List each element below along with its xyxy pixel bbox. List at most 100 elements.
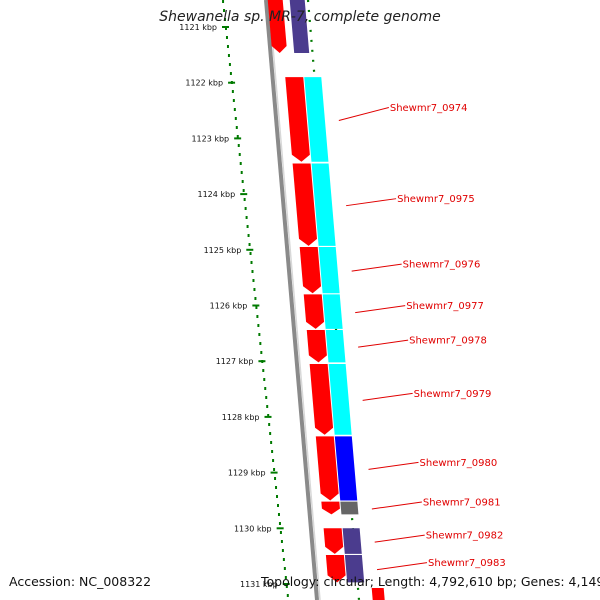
scale-dot [223, 9, 226, 12]
scale-dot [226, 45, 229, 48]
scale-dot [260, 351, 263, 354]
cog-band [342, 528, 362, 554]
scale-dot [233, 108, 236, 111]
scale-tick-label: 1130 kbp [234, 524, 272, 533]
map-title: Shewanella sp. MR-7, complete genome [159, 9, 441, 25]
scale-dot [274, 477, 277, 480]
scale-tick-label: 1121 kbp [179, 23, 217, 32]
gene-label: Shewmr7_0974 [390, 103, 468, 114]
cog-band [311, 163, 336, 246]
scale-dot [253, 288, 256, 291]
cds-arrow [323, 528, 344, 554]
scale-dot [251, 270, 254, 273]
scale-dot [247, 234, 250, 237]
cog-band [334, 436, 358, 501]
scale-dot [245, 216, 248, 219]
cds-partial-bottom [371, 588, 385, 600]
scale-dot [234, 117, 237, 120]
cds-arrow [306, 330, 327, 363]
scale-dot [270, 441, 273, 444]
cog-band [328, 363, 352, 435]
scale-dot [271, 450, 274, 453]
scale-dot [282, 558, 285, 561]
scale-tick-label: 1131 kbp [240, 580, 278, 589]
cog-band [344, 555, 365, 583]
gene-leader-line [368, 461, 419, 470]
scale-dot [263, 378, 266, 381]
gene-label: Shewmr7_0980 [420, 458, 498, 469]
scale-dot [264, 387, 267, 390]
gene-leader-line [355, 305, 406, 314]
gene-leader-line [346, 198, 397, 207]
cds-arrow-partial-top [267, 0, 287, 53]
scale-dot [231, 90, 234, 93]
gene-label: Shewmr7_0979 [414, 389, 492, 400]
scale-dot [261, 360, 264, 363]
scale-dot [259, 342, 262, 345]
scale-tick-label: 1122 kbp [185, 79, 223, 88]
scale-dot [286, 594, 289, 597]
gene-label: Shewmr7_0983 [428, 558, 506, 569]
scale-dot [242, 189, 245, 192]
scale-dot [230, 81, 233, 84]
scale-tick-label: 1127 kbp [216, 357, 254, 366]
cog-band [318, 247, 340, 294]
scale-dot [246, 225, 249, 228]
gene-label: Shewmr7_0977 [406, 301, 484, 312]
scale-dot [277, 513, 280, 516]
scale-dot [229, 72, 232, 75]
cds-arrow [303, 294, 325, 329]
cds-arrow [309, 363, 334, 435]
scale-dot [238, 153, 241, 156]
cds-arrow [299, 247, 322, 294]
scale-tick-label: 1126 kbp [210, 302, 248, 311]
cds-arrow [321, 501, 340, 515]
cds-arrow [315, 436, 339, 501]
scale-dot [273, 468, 276, 471]
scale-dot [252, 279, 255, 282]
scale-dot [224, 18, 227, 21]
cog-band [304, 77, 329, 162]
backbone-highlight [268, 0, 321, 600]
cog-band [340, 501, 359, 515]
cog-band-partial-top [289, 0, 310, 53]
topology-text: Topology: circular; Length: 4,792,610 bp… [261, 574, 600, 589]
gene-label: Shewmr7_0982 [426, 531, 504, 542]
scale-dot [258, 333, 261, 336]
scale-dot [244, 207, 247, 210]
gene-leader-line [338, 106, 389, 121]
scale-tick-label: 1129 kbp [228, 469, 266, 478]
backbone-line [264, 0, 319, 600]
scale-dot [225, 36, 228, 39]
gene-leader-line [376, 562, 428, 571]
scale-dot [262, 369, 265, 372]
gene-label: Shewmr7_0976 [403, 260, 481, 271]
scale-dot [268, 423, 271, 426]
scale-dot [281, 549, 284, 552]
gene-leader-line [371, 501, 422, 510]
scale-tick-label: 1125 kbp [204, 246, 242, 255]
scale-dot [225, 27, 227, 30]
gene-label: Shewmr7_0978 [409, 336, 487, 347]
scale-dot [257, 324, 260, 327]
scale-dot [276, 495, 279, 498]
scale-dot [255, 306, 258, 309]
scale-tick-label: 1128 kbp [222, 413, 260, 422]
scale-dot [243, 198, 246, 201]
scale-dot [267, 414, 270, 417]
scale-dot [284, 576, 287, 579]
cds-arrow [292, 163, 318, 246]
scale-dot [272, 459, 275, 462]
scale-dot [248, 243, 251, 246]
scale-dot [283, 567, 286, 570]
scale-dot [269, 432, 272, 435]
scale-dot [279, 531, 282, 534]
cds-arrow [325, 555, 346, 583]
gene-leader-line [351, 263, 402, 272]
scale-dot [266, 405, 269, 408]
scale-dot [256, 315, 259, 318]
scale-dot [227, 54, 230, 57]
scale-dot [239, 162, 242, 165]
